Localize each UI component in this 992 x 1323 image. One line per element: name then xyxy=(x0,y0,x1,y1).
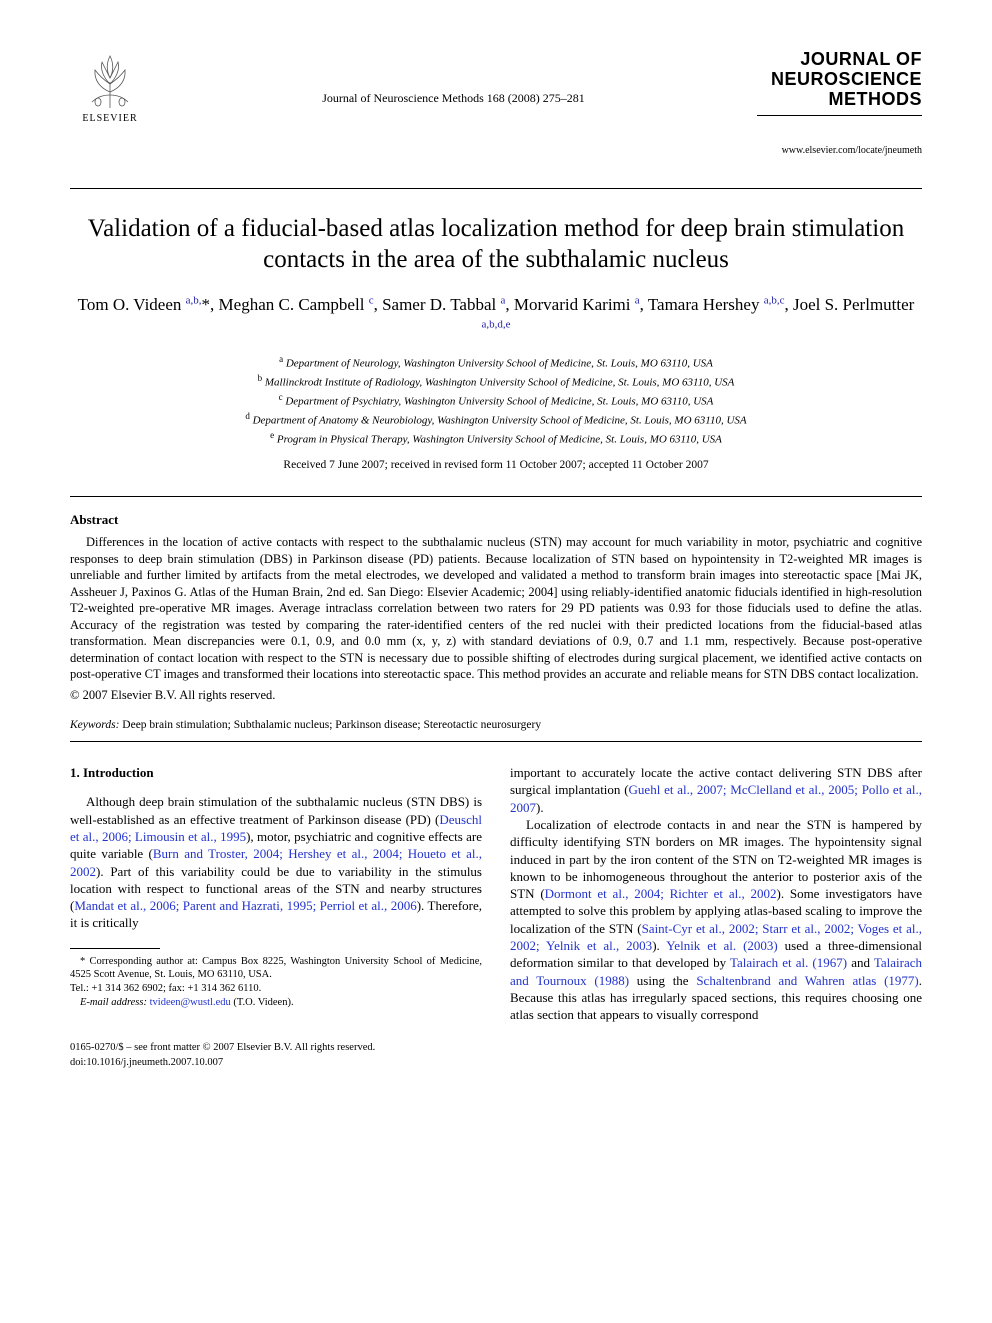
intro-paragraph-right-2: Localization of electrode contacts in an… xyxy=(510,816,922,1023)
email-link[interactable]: tvideen@wustl.edu xyxy=(150,997,231,1008)
publisher-logo: ELSEVIER xyxy=(70,50,150,126)
rule-top xyxy=(70,188,922,189)
keywords-label: Keywords: xyxy=(70,719,119,731)
footer-doi: doi:10.1016/j.jneumeth.2007.10.007 xyxy=(70,1056,922,1070)
header-row: ELSEVIER Journal of Neuroscience Methods… xyxy=(70,50,922,158)
section-heading-introduction: 1. Introduction xyxy=(70,764,482,781)
authors: Tom O. Videen a,b,*, Meghan C. Campbell … xyxy=(70,293,922,341)
keywords: Keywords: Deep brain stimulation; Subtha… xyxy=(70,718,922,734)
ref-link[interactable]: Yelnik et al. (2003) xyxy=(666,938,778,953)
journal-title: JOURNAL OF NEUROSCIENCE METHODS xyxy=(757,50,922,109)
elsevier-tree-icon xyxy=(80,50,140,110)
affiliation-line: d Department of Anatomy & Neurobiology, … xyxy=(70,410,922,429)
received-dates: Received 7 June 2007; received in revise… xyxy=(70,458,922,474)
abstract-heading: Abstract xyxy=(70,511,922,529)
left-column: 1. Introduction Although deep brain stim… xyxy=(70,764,482,1023)
rule-above-abstract xyxy=(70,496,922,497)
affiliation-line: a Department of Neurology, Washington Un… xyxy=(70,353,922,372)
journal-reference: Journal of Neuroscience Methods 168 (200… xyxy=(150,50,757,106)
body-columns: 1. Introduction Although deep brain stim… xyxy=(70,764,922,1023)
corresponding-author-footnote: * Corresponding author at: Campus Box 82… xyxy=(70,955,482,1010)
email-line: E-mail address: tvideen@wustl.edu (T.O. … xyxy=(70,996,482,1010)
ref-link[interactable]: Talairach et al. (1967) xyxy=(730,955,847,970)
ref-link[interactable]: Dormont et al., 2004; Richter et al., 20… xyxy=(545,886,777,901)
intro-paragraph-left: Although deep brain stimulation of the s… xyxy=(70,793,482,931)
article-title: Validation of a fiducial-based atlas loc… xyxy=(70,213,922,276)
journal-title-box: JOURNAL OF NEUROSCIENCE METHODS www.else… xyxy=(757,50,922,158)
ref-link[interactable]: Schaltenbrand and Wahren atlas (1977) xyxy=(696,973,918,988)
affiliation-line: c Department of Psychiatry, Washington U… xyxy=(70,391,922,410)
rule-below-keywords xyxy=(70,741,922,742)
affiliations: a Department of Neurology, Washington Un… xyxy=(70,353,922,448)
footnote-separator xyxy=(70,948,160,949)
affiliation-line: b Mallinckrodt Institute of Radiology, W… xyxy=(70,372,922,391)
keywords-text: Deep brain stimulation; Subthalamic nucl… xyxy=(119,719,541,731)
abstract-text: Differences in the location of active co… xyxy=(70,534,922,683)
abstract-copyright: © 2007 Elsevier B.V. All rights reserved… xyxy=(70,687,922,704)
affiliation-line: e Program in Physical Therapy, Washingto… xyxy=(70,429,922,448)
ref-link[interactable]: Mandat et al., 2006; Parent and Hazrati,… xyxy=(74,898,416,913)
intro-paragraph-right-1: important to accurately locate the activ… xyxy=(510,764,922,816)
footer-issn: 0165-0270/$ – see front matter © 2007 El… xyxy=(70,1041,922,1055)
right-column: important to accurately locate the activ… xyxy=(510,764,922,1023)
publisher-name: ELSEVIER xyxy=(82,112,137,126)
journal-url[interactable]: www.elsevier.com/locate/jneumeth xyxy=(757,144,922,158)
